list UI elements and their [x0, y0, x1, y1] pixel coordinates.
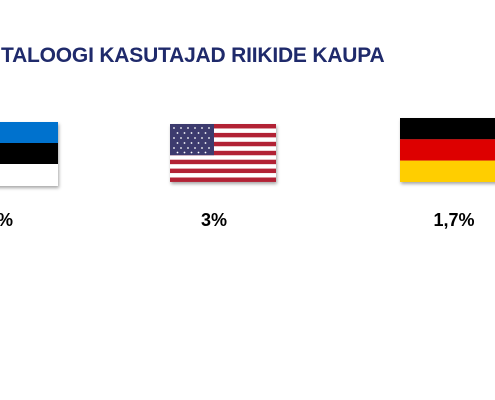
flag-germany: [400, 118, 495, 182]
flag-usa: [170, 124, 276, 182]
share-label: 3%: [200, 210, 228, 230]
slide-title: TALOOGI KASUTAJAD RIIKIDE KAUPA: [1, 44, 385, 67]
share-label: %: [0, 210, 13, 231]
flag-estonia: [0, 122, 58, 186]
share-label: 1,7%: [433, 210, 475, 230]
